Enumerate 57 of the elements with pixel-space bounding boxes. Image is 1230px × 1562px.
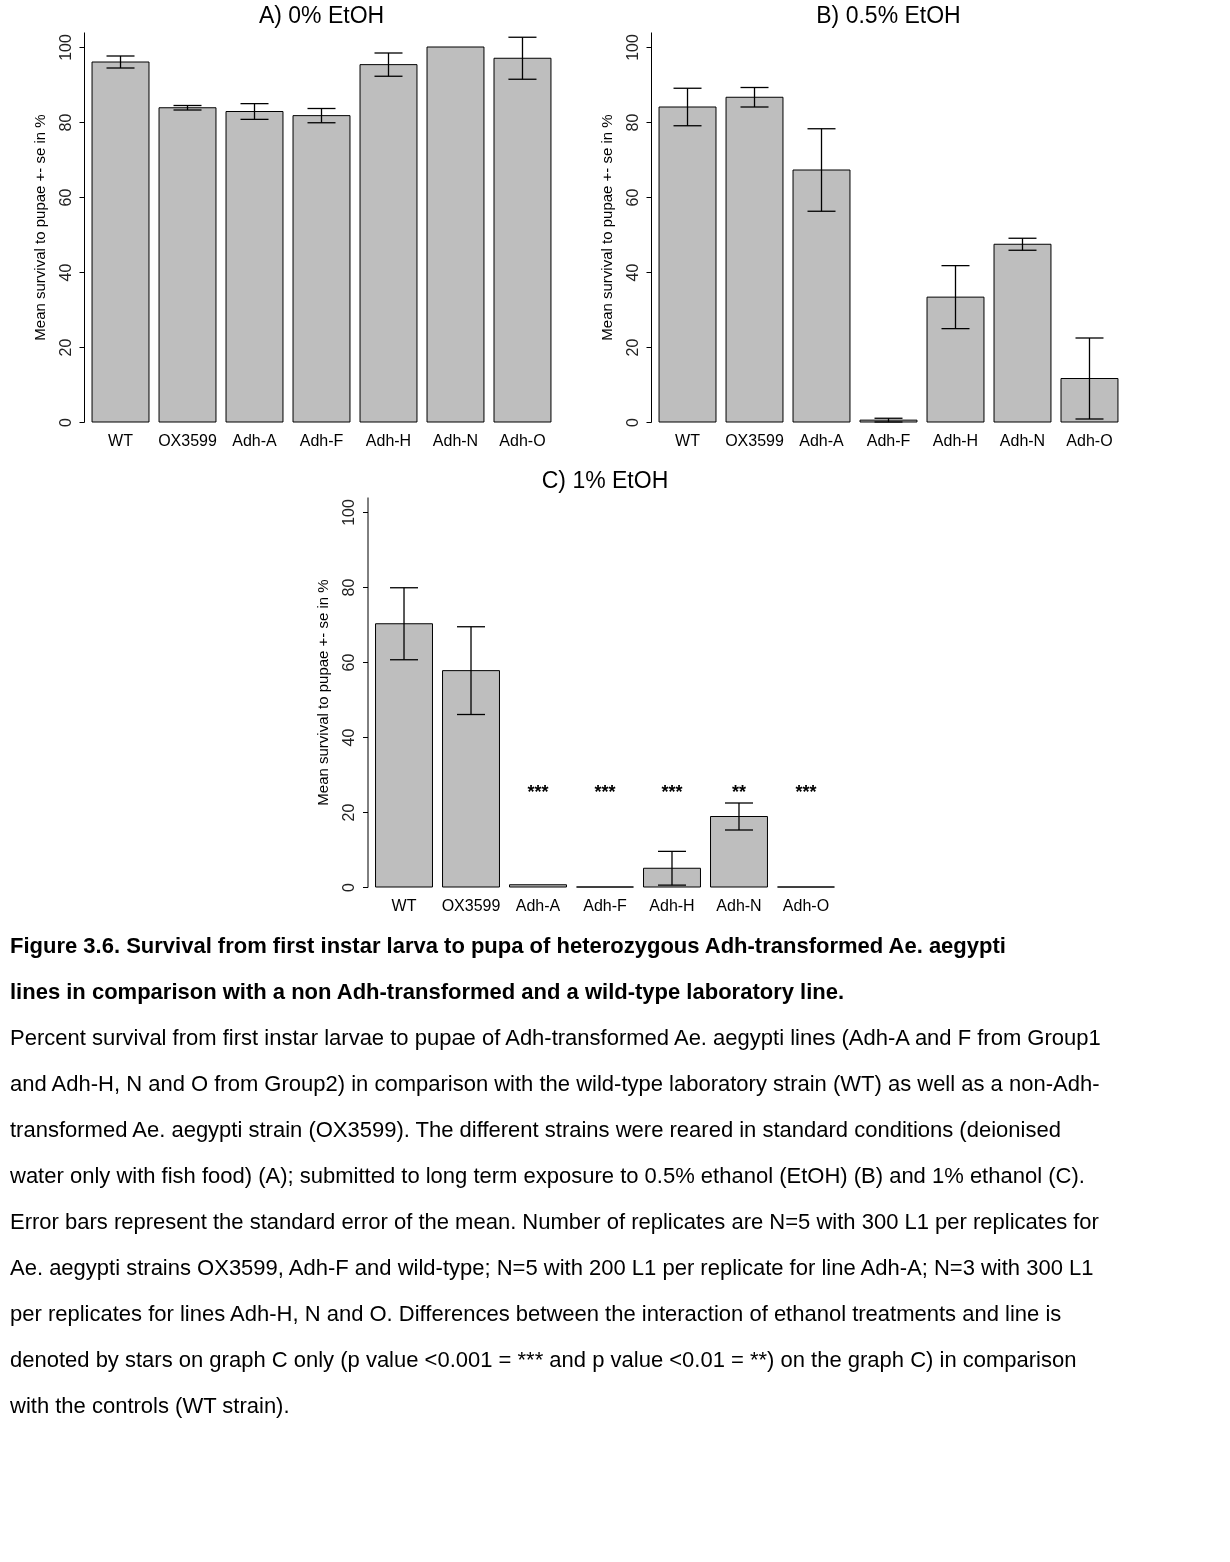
y-tick-label: 0 bbox=[340, 882, 357, 892]
y-tick-label: 80 bbox=[340, 578, 357, 597]
caption: Figure 3.6. Survival from first instar larva to pupa of heterozygous Adh-transformed Ae. aegypti lines in comparison with a non Adh-transformed and a wild-type laboratory line. bbox=[10, 933, 1006, 1004]
annotation: *** bbox=[527, 782, 549, 803]
x-tick-label: Adh-O bbox=[1066, 431, 1113, 449]
x-tick-label: Adh-H bbox=[649, 896, 695, 914]
x-tick-label: Adh-F bbox=[583, 896, 628, 914]
x-tick-label: Adh-F bbox=[299, 431, 344, 449]
x-tick-label: Adh-N bbox=[432, 431, 479, 449]
x-tick-label: Adh-F bbox=[866, 431, 911, 449]
bar bbox=[993, 243, 1052, 423]
y-axis-title: Mean survival to pupae +- se in % bbox=[30, 114, 48, 341]
y-tick-label: 20 bbox=[56, 338, 74, 357]
y-tick-label: 60 bbox=[56, 188, 74, 207]
bar bbox=[158, 107, 217, 423]
x-tick-label: Adh-A bbox=[515, 896, 561, 914]
annotation: *** bbox=[661, 782, 683, 803]
x-tick-label: Adh-H bbox=[365, 431, 412, 449]
y-tick-label: 100 bbox=[623, 34, 641, 61]
x-tick-label: OX3599 bbox=[725, 431, 784, 449]
x-tick-label: Adh-N bbox=[716, 896, 762, 914]
x-tick-label: Adh-O bbox=[499, 431, 546, 449]
annotation: ** bbox=[731, 782, 746, 803]
x-tick-label: Adh-N bbox=[999, 431, 1046, 449]
y-tick-label: 60 bbox=[623, 188, 641, 207]
annotation: *** bbox=[594, 782, 616, 803]
x-tick-label: Adh-O bbox=[782, 896, 830, 914]
chart-title: B) 0.5% EtOH bbox=[816, 2, 961, 28]
y-tick-label: 80 bbox=[56, 113, 74, 132]
x-tick-label: Adh-H bbox=[932, 431, 979, 449]
x-tick-label: WT bbox=[675, 431, 701, 449]
y-tick-label: 40 bbox=[56, 263, 74, 282]
y-tick-label: 80 bbox=[623, 113, 641, 132]
y-axis-title: Mean survival to pupae +- se in % bbox=[597, 114, 615, 341]
x-tick-label: WT bbox=[108, 431, 134, 449]
y-axis-title: Mean survival to pupae +- se in % bbox=[314, 579, 331, 806]
y-tick-label: 100 bbox=[340, 499, 357, 526]
bar bbox=[426, 46, 485, 423]
y-tick-label: 0 bbox=[623, 417, 641, 427]
annotation: *** bbox=[795, 782, 817, 803]
text: Percent survival from first instar larvae to pupae of Adh-transformed Ae. aegypti lines (Adh-A and F from Group1 and Adh-H, N and O from Group2) in comparison with the wild-type laboratory strain (WT) as well as a non-Adh-transformed Ae. aegypti strain (OX3599). The different strains were reared in standard conditions (deionised water only with fish food) (A); submitted to long term exposure to 0.5% ethanol (EtOH) (B) and 1% ethanol (C). Error bars represent the standard error of the mean. Number of replicates are N=5 with 300 L1 per replicates for Ae. aegypti strains OX3599, Adh-F and wild-type; N=5 with 200 L1 per replicate for line Adh-A; N=3 with 300 L1 per replicates for lines Adh-H, N and O. Differences between the interaction of ethanol treatments and line is denoted by stars on graph C only (p value <0.001 = *** and p value <0.01 = **) on the graph C) in comparison with the controls (WT strain). bbox=[10, 1025, 1101, 1418]
y-tick-label: 0 bbox=[56, 417, 74, 427]
bar bbox=[91, 61, 150, 423]
chart-title: A) 0% EtOH bbox=[258, 2, 385, 28]
y-tick-label: 40 bbox=[340, 728, 357, 747]
x-tick-label: OX3599 bbox=[158, 431, 217, 449]
y-tick-label: 20 bbox=[623, 338, 641, 357]
x-tick-label: Adh-A bbox=[232, 431, 278, 449]
chart-title: C) 1% EtOH bbox=[541, 467, 669, 493]
y-tick-label: 20 bbox=[340, 803, 357, 822]
x-tick-label: OX3599 bbox=[441, 896, 501, 914]
y-tick-label: 60 bbox=[340, 653, 357, 672]
y-tick-label: 40 bbox=[623, 263, 641, 282]
y-tick-label: 100 bbox=[56, 34, 74, 61]
bar bbox=[509, 884, 567, 888]
x-tick-label: Adh-A bbox=[799, 431, 845, 449]
x-tick-label: WT bbox=[391, 896, 417, 914]
